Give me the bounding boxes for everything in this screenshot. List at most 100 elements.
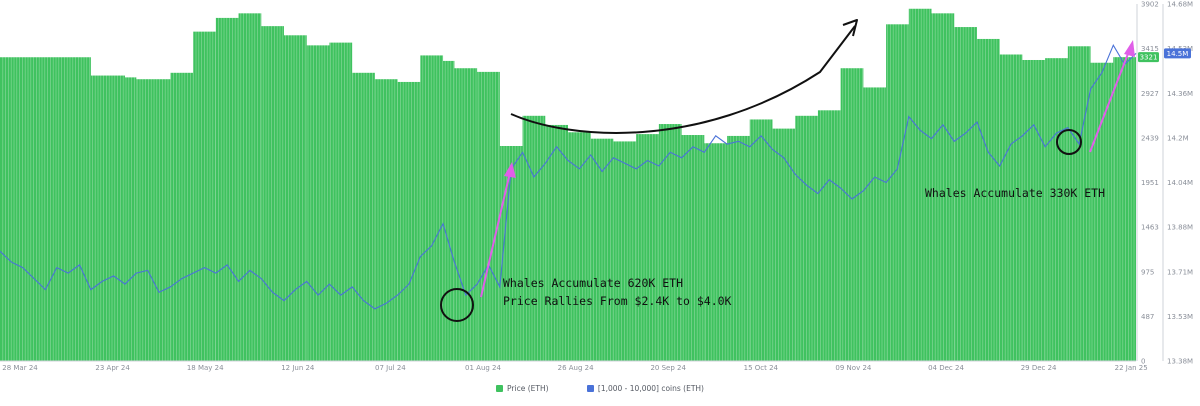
- pink-arrow-1-head: [504, 162, 516, 178]
- y-right-tick-label-8: 14.68M: [1167, 1, 1193, 9]
- price-bar-20: [522, 115, 546, 361]
- y-right-tick-label-0: 13.38M: [1167, 358, 1193, 366]
- x-tick-label-6: 26 Aug 24: [558, 364, 594, 372]
- price-bar-0: [0, 57, 91, 361]
- highlight-circle-2: [1056, 129, 1082, 155]
- annotation-price-rally: Price Rallies From $2.4K to $4.0K: [503, 294, 732, 308]
- price-bar-33: [817, 110, 841, 361]
- price-bar-21: [545, 124, 568, 362]
- x-tick-label-5: 01 Aug 24: [465, 364, 501, 372]
- x-tick-label-9: 09 Nov 24: [835, 364, 871, 372]
- price-bar-4: [170, 72, 194, 362]
- annotation-620k: Whales Accumulate 620K ETH: [503, 276, 683, 290]
- y-left-tick-label-4: 1951: [1141, 179, 1159, 187]
- price-bar-46: [1113, 57, 1136, 361]
- price-bar-29: [727, 135, 750, 361]
- price-bar-25: [636, 134, 659, 361]
- legend-label-price: Price (ETH): [507, 384, 549, 393]
- price-bar-26: [658, 124, 682, 362]
- x-tick-label-10: 04 Dec 24: [928, 364, 964, 372]
- coins-badge-text: 14.5M: [1167, 50, 1189, 58]
- legend-item-coins[interactable]: [1,000 - 10,000] coins (ETH): [586, 384, 704, 393]
- y-right-tick-label-6: 14.36M: [1167, 90, 1193, 98]
- y-left-tick-label-2: 975: [1141, 268, 1154, 276]
- price-bar-14: [397, 81, 421, 361]
- trend-curve-arrowhead: [842, 19, 858, 37]
- price-bar-10: [306, 45, 330, 361]
- y-right-tick-label-1: 13.53M: [1167, 313, 1193, 321]
- price-bar-34: [840, 68, 864, 362]
- y-right-tick-label-4: 14.04M: [1167, 179, 1193, 187]
- y-left-tick-label-6: 2927: [1141, 90, 1159, 98]
- price-bar-37: [908, 8, 932, 361]
- y-left-tick-label-1: 487: [1141, 313, 1154, 321]
- highlight-circle-1: [440, 288, 474, 322]
- pink-arrow-2-head: [1124, 40, 1135, 57]
- price-bar-1: [90, 75, 125, 361]
- x-tick-label-2: 18 May 24: [187, 364, 224, 372]
- x-tick-label-0: 28 Mar 24: [2, 364, 38, 372]
- x-tick-label-4: 07 Jul 24: [375, 364, 406, 372]
- legend-item-price[interactable]: Price (ETH): [496, 384, 549, 393]
- price-bar-3: [136, 79, 171, 361]
- x-tick-label-8: 15 Oct 24: [744, 364, 779, 372]
- y-left-tick-label-3: 1463: [1141, 224, 1159, 232]
- legend-swatch-coins: [586, 385, 594, 392]
- trend-curve-arrow: [510, 25, 856, 134]
- value-badges: 3321 14.5M: [1138, 48, 1191, 63]
- price-bar-11: [329, 42, 353, 361]
- x-tick-label-1: 23 Apr 24: [95, 364, 130, 372]
- price-bar-28: [704, 143, 728, 361]
- price-bars: [0, 8, 1136, 362]
- price-bar-2: [124, 77, 137, 361]
- pink-arrow-2: [1089, 45, 1132, 153]
- price-bar-30: [749, 119, 773, 361]
- y-left-tick-label-5: 2439: [1141, 134, 1159, 142]
- price-bar-22: [568, 132, 591, 361]
- x-tick-label-3: 12 Jun 24: [281, 364, 315, 372]
- price-bar-41: [999, 54, 1023, 362]
- price-bar-18: [477, 71, 500, 362]
- coins-line: [0, 43, 1137, 310]
- price-badge-bg: [1138, 52, 1159, 63]
- price-bar-44: [1067, 46, 1091, 361]
- price-bar-31: [772, 128, 796, 361]
- price-bar-39: [954, 27, 977, 361]
- y-right-tick-label-5: 14.2M: [1167, 134, 1189, 142]
- price-bar-27: [681, 135, 705, 361]
- price-bar-6: [215, 17, 239, 362]
- price-bar-23: [590, 138, 614, 361]
- price-bar-16: [443, 60, 455, 361]
- price-bar-8: [261, 26, 284, 361]
- price-bar-5: [193, 31, 216, 362]
- price-badge-text: 3321: [1140, 54, 1158, 62]
- y-right-tick-label-2: 13.71M: [1167, 268, 1193, 276]
- price-bar-35: [863, 87, 887, 362]
- y-left-tick-label-8: 3902: [1141, 1, 1159, 9]
- price-bar-19: [499, 145, 523, 361]
- x-tick-label-7: 20 Sep 24: [650, 364, 686, 372]
- y-left-tick-label-7: 3415: [1141, 45, 1159, 53]
- coins-badge-bg: [1164, 48, 1191, 59]
- annotations: Whales Accumulate 620K ETH Price Rallies …: [440, 19, 1135, 322]
- price-bar-15: [420, 55, 444, 362]
- price-bar-36: [886, 24, 909, 361]
- price-bar-32: [795, 115, 818, 361]
- pink-arrow-1: [480, 167, 512, 298]
- price-bar-45: [1090, 62, 1114, 361]
- x-tick-label-12: 22 Jan 25: [1115, 364, 1148, 372]
- legend-label-coins: [1,000 - 10,000] coins (ETH): [597, 384, 704, 393]
- axes: 28 Mar 24 23 Apr 24 18 May 24 12 Jun 24 07 J…: [0, 1, 1193, 372]
- x-tick-label-11: 29 Dec 24: [1021, 364, 1057, 372]
- price-bar-9: [284, 35, 307, 362]
- price-bar-17: [454, 68, 478, 362]
- price-bar-43: [1045, 58, 1068, 361]
- y-right-tick-label-3: 13.88M: [1167, 224, 1193, 232]
- legend-swatch-price: [496, 385, 504, 392]
- price-bar-24: [613, 141, 637, 361]
- price-bar-38: [931, 13, 955, 362]
- chart-legend: Price (ETH) [1,000 - 10,000] coins (ETH): [0, 384, 1200, 394]
- annotation-330k: Whales Accumulate 330K ETH: [925, 186, 1105, 200]
- price-bar-13: [374, 79, 398, 361]
